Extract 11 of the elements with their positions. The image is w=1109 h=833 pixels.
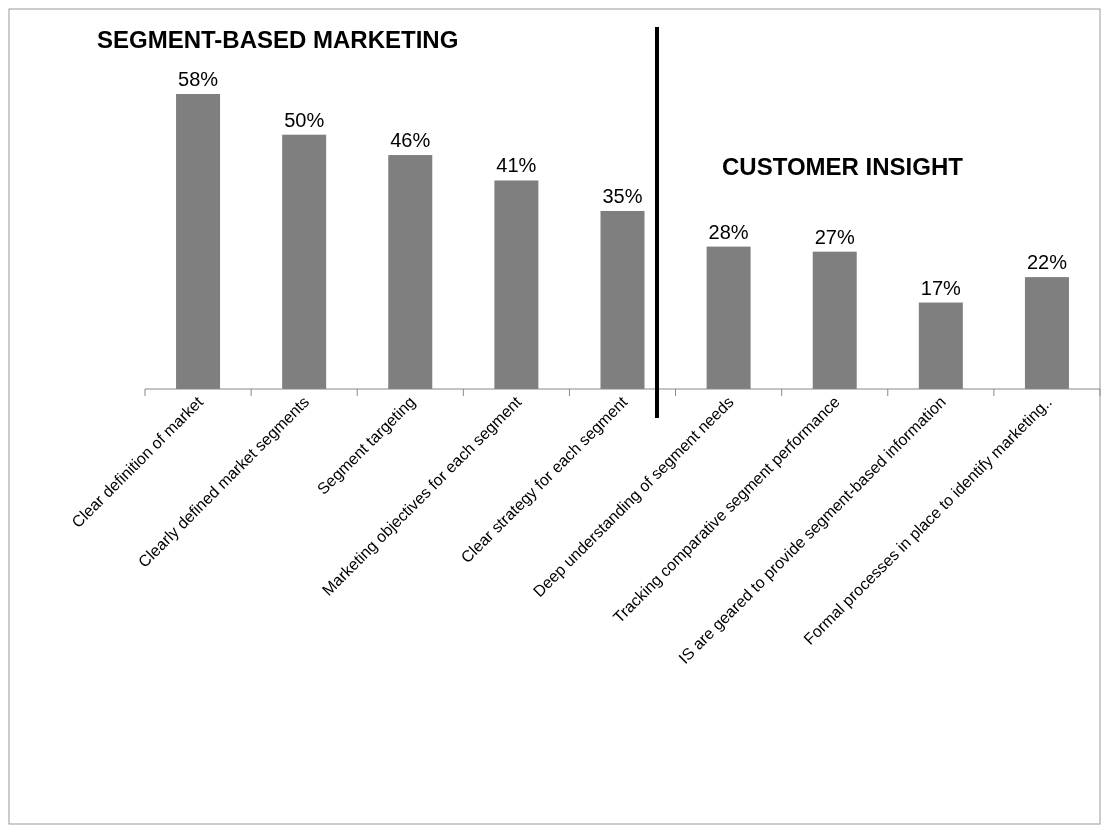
data-label: 46% [390, 129, 431, 152]
data-label: 28% [708, 220, 749, 243]
data-label: 27% [814, 225, 855, 248]
annotation: CUSTOMER INSIGHT [722, 153, 964, 180]
text: SEGMENT-BASED MARKETING [97, 26, 459, 53]
data-label: 17% [920, 276, 962, 299]
data-label: 41% [496, 154, 537, 177]
data-label: 22% [1026, 251, 1068, 274]
data-label: 50% [284, 108, 325, 131]
data-label: 35% [602, 184, 643, 207]
data-label: 58% [178, 68, 219, 90]
